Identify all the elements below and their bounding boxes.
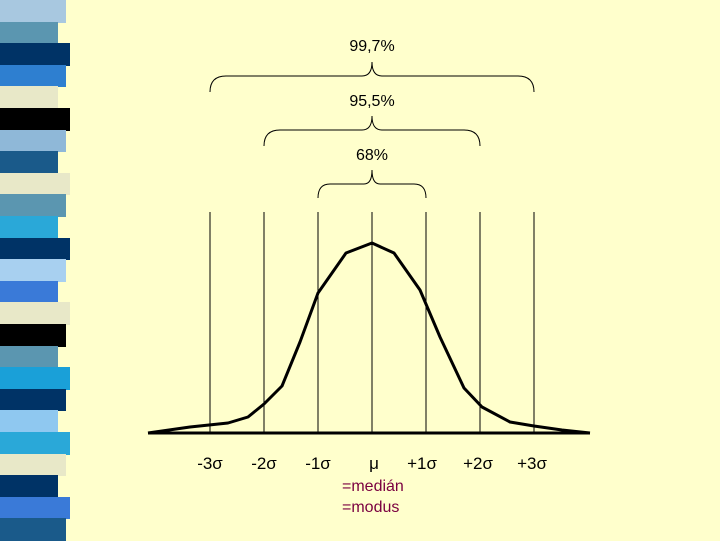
stripe-block bbox=[0, 388, 66, 412]
label-95-5: 95,5% bbox=[349, 93, 394, 110]
tick-minus-1-sigma: -1σ bbox=[305, 454, 331, 473]
stripe-block bbox=[0, 172, 70, 196]
mu-modus-note: =modus bbox=[342, 499, 399, 516]
stripe-block bbox=[0, 259, 66, 282]
stripe-block bbox=[0, 280, 58, 304]
stripe-block bbox=[0, 237, 70, 261]
stripe-block bbox=[0, 518, 66, 541]
stripe-block bbox=[0, 496, 70, 520]
stripe-block bbox=[0, 345, 58, 369]
tick-plus-3-sigma: +3σ bbox=[517, 454, 547, 473]
stripe-block bbox=[0, 0, 66, 23]
tick-mu: μ bbox=[369, 454, 379, 473]
decorative-stripe-bar bbox=[0, 0, 70, 541]
bell-curve bbox=[147, 241, 591, 435]
stripe-block bbox=[0, 86, 58, 109]
stripe-block bbox=[0, 21, 58, 45]
tick-minus-3-sigma: -3σ bbox=[197, 454, 223, 473]
stripe-block bbox=[0, 64, 66, 88]
stripe-block bbox=[0, 453, 66, 477]
bracket-99-7 bbox=[209, 61, 535, 93]
stripe-block bbox=[0, 302, 70, 325]
bracket-68 bbox=[317, 169, 427, 199]
stripe-block bbox=[0, 475, 58, 498]
tick-minus-2-sigma: -2σ bbox=[251, 454, 277, 473]
stripe-block bbox=[0, 43, 70, 66]
stripe-block bbox=[0, 324, 66, 347]
label-99-7: 99,7% bbox=[349, 38, 394, 55]
stripe-block bbox=[0, 194, 66, 217]
mu-median-note: =medián bbox=[342, 478, 404, 495]
bracket-95-5 bbox=[263, 115, 481, 147]
stripe-block bbox=[0, 216, 58, 239]
stripe-block bbox=[0, 367, 70, 390]
stripe-block bbox=[0, 432, 70, 455]
label-68: 68% bbox=[356, 147, 388, 164]
stripe-block bbox=[0, 129, 66, 153]
tick-plus-2-sigma: +2σ bbox=[463, 454, 493, 473]
stripe-block bbox=[0, 108, 70, 131]
tick-plus-1-sigma: +1σ bbox=[407, 454, 437, 473]
stripe-block bbox=[0, 151, 58, 174]
stripe-block bbox=[0, 410, 58, 433]
